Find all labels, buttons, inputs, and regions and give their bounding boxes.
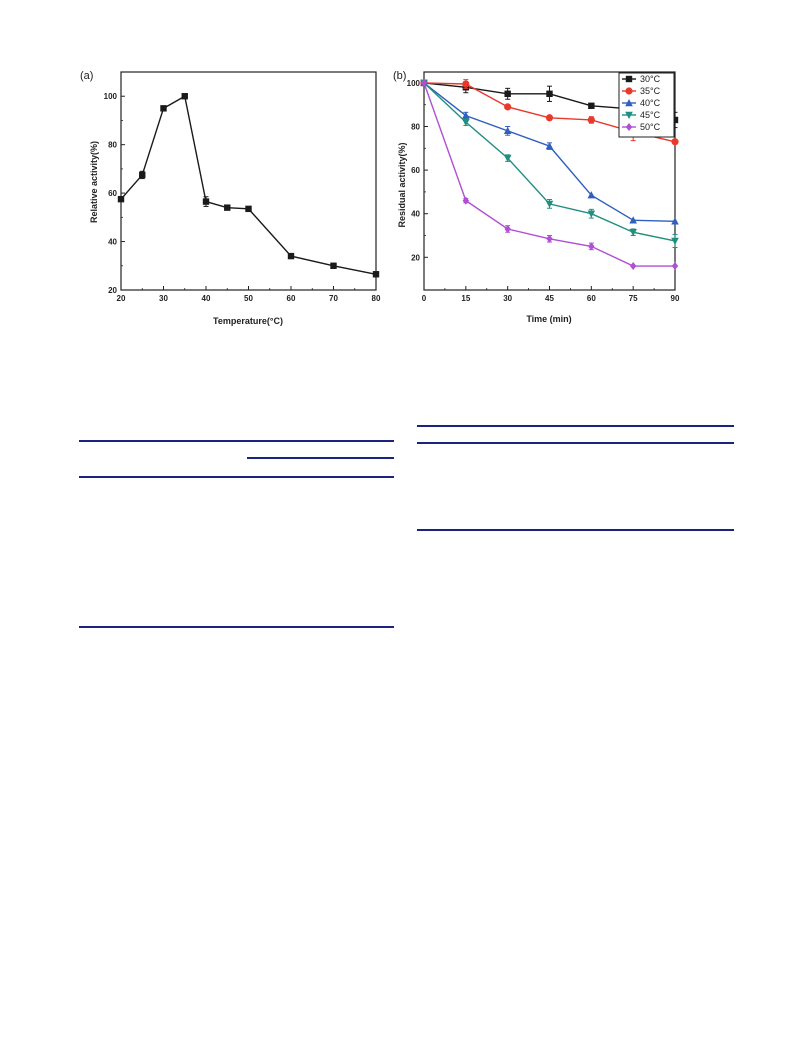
y-tick-label: 20 (411, 253, 420, 262)
x-tick-label: 60 (587, 294, 596, 303)
data-point (587, 116, 595, 124)
data-point (671, 217, 679, 225)
data-point (287, 252, 295, 260)
data-point (245, 205, 252, 213)
panel-label-a: (a) (80, 70, 93, 82)
legend-swatch-marker (625, 123, 633, 131)
y-tick-label: 60 (411, 166, 420, 175)
data-point (160, 105, 167, 112)
series-line (120, 95, 377, 275)
table-right-bottom-rule (417, 529, 734, 531)
x-tick-label: 40 (202, 294, 211, 303)
y-tick-label: 80 (108, 141, 117, 150)
data-point (372, 271, 380, 278)
table-left-subheader-rule (247, 457, 394, 459)
data-point (588, 242, 595, 251)
legend-swatch-marker (625, 111, 633, 119)
y-axis-title-b: Residual activity(%) (397, 142, 407, 227)
legend-entry: 30°C (640, 74, 661, 84)
data-point (629, 216, 637, 224)
plot-area-b: 0 15 30 45 60 75 90 20 40 60 80 100 (407, 71, 680, 303)
x-axis-title-b: Time (min) (526, 314, 571, 324)
y-tick-label: 80 (411, 123, 420, 132)
y-tick-label: 20 (108, 286, 117, 295)
y-tick-label: 40 (411, 210, 420, 219)
data-point (462, 196, 470, 205)
y-axis-title-a: Relative activity(%) (89, 141, 99, 223)
x-tick-label: 20 (117, 294, 126, 303)
data-point (181, 93, 188, 100)
data-point (671, 138, 679, 146)
table-right-top-rule (417, 425, 734, 427)
data-point (671, 262, 679, 271)
legend-entry: 50°C (640, 122, 661, 132)
data-point (545, 114, 554, 122)
legend-entry: 45°C (640, 110, 661, 120)
data-point (117, 195, 125, 203)
data-point (546, 234, 553, 243)
table-left-top-rule (79, 440, 394, 442)
legend-swatch-marker (625, 87, 633, 95)
table-left-header-rule (79, 476, 394, 478)
table-right-header-rule (417, 442, 734, 444)
data-point (671, 237, 679, 245)
legend-swatch-marker (625, 75, 633, 83)
x-tick-label: 75 (629, 294, 638, 303)
x-tick-label: 90 (671, 294, 680, 303)
plot-frame (120, 71, 377, 291)
legend-entry: 35°C (640, 86, 661, 96)
chart-panel-a: (a) 20 30 40 50 60 70 80 20 40 60 80 100 Temperatur… (80, 70, 680, 326)
x-tick-label: 45 (545, 294, 554, 303)
y-tick-label: 60 (108, 189, 117, 198)
y-tick-label: 100 (407, 79, 421, 88)
data-point (503, 154, 512, 163)
x-tick-label: 0 (422, 294, 427, 303)
data-point (462, 80, 470, 88)
data-point (629, 229, 637, 237)
y-tick-label: 40 (108, 238, 117, 247)
x-tick-label: 70 (329, 294, 338, 303)
legend-b: 30°C 35°C 40°C 45°C 50°C (618, 72, 675, 138)
x-tick-label: 80 (372, 294, 381, 303)
data-point (224, 204, 231, 211)
x-tick-label: 30 (503, 294, 512, 303)
data-point (504, 90, 511, 97)
data-point (588, 102, 595, 109)
legend-swatch-marker (625, 99, 633, 107)
data-point (462, 118, 470, 127)
data-point (462, 111, 470, 119)
x-tick-label: 50 (244, 294, 253, 303)
plot-area-a: 20 30 40 50 60 70 80 20 40 60 80 100 (104, 71, 381, 303)
data-point (504, 103, 512, 111)
panel-label-b: (b) (393, 70, 406, 82)
data-point (587, 210, 596, 218)
y-tick-label: 100 (104, 92, 118, 101)
data-point (202, 198, 210, 205)
data-point (330, 262, 337, 269)
data-point (587, 191, 596, 199)
data-point (420, 78, 428, 87)
x-tick-label: 15 (461, 294, 470, 303)
data-point (545, 200, 554, 208)
data-point (139, 171, 146, 179)
data-point (629, 262, 637, 271)
data-point (545, 142, 554, 150)
data-point (671, 116, 679, 124)
table-left-bottom-rule (79, 626, 394, 628)
data-point (503, 126, 512, 135)
x-tick-label: 60 (287, 294, 296, 303)
x-tick-label: 30 (159, 294, 168, 303)
x-axis-title-a: Temperature(°C) (213, 316, 283, 326)
data-point (546, 90, 553, 97)
legend-entry: 40°C (640, 98, 661, 108)
data-point (504, 224, 511, 233)
